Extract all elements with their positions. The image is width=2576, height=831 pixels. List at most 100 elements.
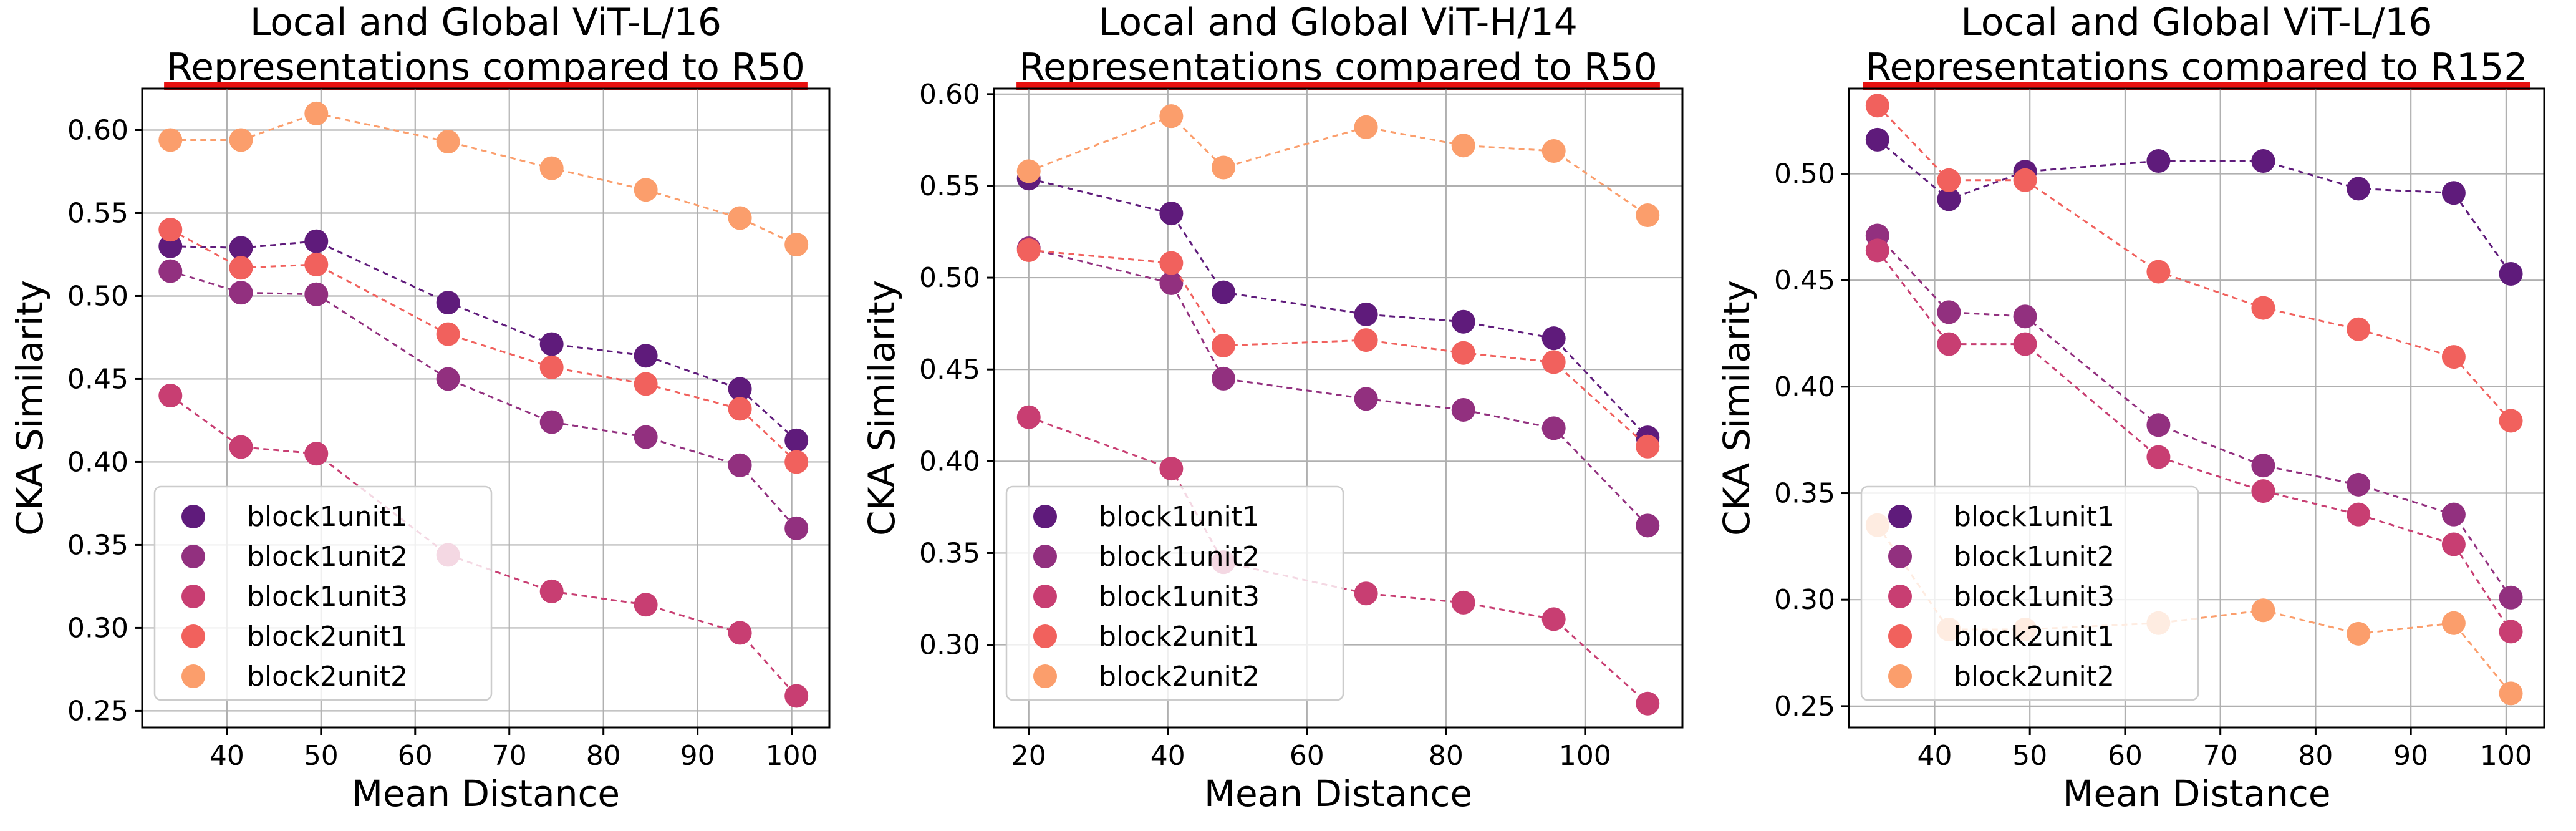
data-point-block1unit2 [728, 453, 752, 477]
x-tick-label: 90 [680, 740, 715, 772]
data-point-block2unit1 [728, 397, 752, 421]
data-point-block2unit1 [1541, 350, 1566, 374]
legend-marker-block1unit3 [1033, 585, 1057, 608]
legend-label-block1unit3: block1unit3 [1099, 581, 1260, 613]
chart-title-line-2: Representations compared to R50 [166, 46, 805, 89]
data-point-block1unit3 [1451, 590, 1475, 615]
legend-box [1860, 485, 2199, 701]
y-tick-label: 0.50 [67, 280, 128, 312]
data-point-block2unit1 [1451, 341, 1475, 365]
legend-marker-block1unit3 [181, 585, 205, 608]
x-tick-label: 70 [2203, 740, 2238, 772]
data-point-block1unit1 [1159, 202, 1184, 226]
data-point-block2unit1 [1159, 251, 1184, 275]
y-tick-label: 0.40 [919, 445, 980, 477]
data-point-block2unit2 [539, 156, 564, 180]
x-tick-label: 40 [1917, 740, 1952, 772]
data-point-block2unit2 [158, 128, 183, 152]
x-axis-label: Mean Distance [2062, 772, 2330, 815]
data-point-block2unit2 [1016, 159, 1041, 183]
data-point-block1unit3 [2499, 620, 2523, 644]
data-point-block2unit1 [2146, 260, 2171, 284]
legend-marker-block1unit1 [1033, 505, 1057, 528]
y-tick-label: 0.35 [1774, 478, 1835, 510]
data-point-block1unit2 [784, 516, 809, 540]
data-point-block1unit3 [2146, 445, 2171, 469]
chart-3: Local and Global ViT-L/16Representations… [1715, 1, 2545, 815]
x-tick-label: 100 [2480, 740, 2532, 772]
y-tick-label: 0.40 [67, 446, 128, 478]
series-line-block1unit3 [1876, 250, 2512, 633]
legend-label-block1unit3: block1unit3 [1954, 581, 2115, 613]
legend-marker-block2unit1 [1888, 624, 1912, 648]
data-point-block1unit2 [2347, 472, 2371, 497]
data-point-block2unit1 [2013, 168, 2037, 192]
series-line-block1unit1 [1876, 138, 2512, 275]
data-point-block1unit1 [2347, 177, 2371, 201]
data-point-block1unit3 [1159, 457, 1184, 481]
data-point-block1unit3 [2441, 532, 2466, 556]
chart-title-line-1: Local and Global ViT-H/14 [1099, 1, 1578, 44]
data-point-block2unit2 [1451, 134, 1475, 158]
data-point-block1unit2 [1636, 513, 1660, 538]
chart-2: Local and Global ViT-H/14Representations… [861, 1, 1684, 815]
x-tick-label: 40 [210, 740, 244, 772]
legend-box [153, 485, 493, 701]
plot-frame [993, 87, 1684, 729]
data-point-block1unit3 [1016, 405, 1041, 429]
y-tick-label: 0.30 [919, 629, 980, 661]
x-tick-label: 20 [1011, 740, 1046, 772]
legend-label-block1unit2: block1unit2 [1099, 541, 1260, 573]
x-tick-label: 60 [1290, 740, 1324, 772]
data-point-block2unit2 [2251, 598, 2275, 623]
data-point-block1unit1 [1212, 280, 1235, 304]
x-axis-label: Mean Distance [352, 772, 620, 815]
plot-frame [141, 87, 831, 729]
legend-marker-block1unit2 [181, 545, 205, 568]
data-point-block1unit2 [2013, 304, 2037, 329]
x-tick-label: 60 [2108, 740, 2143, 772]
data-point-block1unit3 [1636, 691, 1660, 716]
data-point-block2unit1 [2347, 317, 2371, 341]
data-point-block2unit1 [229, 256, 253, 280]
x-tick-label: 100 [1559, 740, 1611, 772]
data-point-block2unit2 [2441, 611, 2466, 635]
data-point-block1unit1 [539, 332, 564, 356]
data-point-block1unit3 [1541, 607, 1566, 631]
data-point-block1unit1 [1541, 326, 1566, 351]
data-point-block1unit2 [2499, 585, 2523, 610]
series-line-block1unit2 [170, 270, 798, 529]
y-tick-label: 0.25 [1774, 691, 1835, 722]
data-point-block1unit2 [1541, 416, 1566, 440]
data-point-block1unit3 [2013, 332, 2037, 356]
series-line-block2unit1 [170, 228, 798, 463]
data-point-block2unit1 [304, 252, 329, 276]
data-point-block2unit1 [436, 322, 460, 346]
data-point-block1unit2 [436, 367, 460, 391]
data-point-block2unit1 [1636, 434, 1660, 459]
data-point-block2unit1 [1212, 333, 1235, 357]
y-axis-label: CKA Similarity [1715, 280, 1758, 536]
data-point-block2unit2 [229, 128, 253, 152]
chart-title-line-1: Local and Global ViT-L/16 [1961, 1, 2432, 44]
series-line-block2unit2 [170, 112, 797, 246]
x-tick-label: 50 [2012, 740, 2047, 772]
y-tick-label: 0.60 [919, 79, 980, 110]
data-point-block2unit2 [1354, 115, 1378, 139]
legend-label-block1unit3: block1unit3 [247, 581, 408, 613]
data-point-block2unit1 [634, 372, 658, 396]
data-point-block1unit2 [539, 410, 564, 434]
y-tick-label: 0.50 [1774, 158, 1835, 190]
data-point-block1unit3 [158, 384, 183, 408]
data-point-block1unit1 [1937, 187, 1961, 211]
legend-label-block2unit1: block2unit1 [247, 621, 408, 653]
y-tick-label: 0.45 [1774, 265, 1835, 296]
series-line-block1unit2 [1028, 247, 1649, 527]
x-tick-label: 80 [2298, 740, 2333, 772]
x-tick-label: 60 [398, 740, 433, 772]
data-point-block2unit1 [784, 450, 809, 474]
data-point-block1unit1 [2441, 181, 2466, 205]
legend-label-block2unit2: block2unit2 [1099, 661, 1260, 692]
data-point-block2unit2 [1212, 155, 1235, 180]
legend-marker-block1unit2 [1888, 545, 1912, 568]
